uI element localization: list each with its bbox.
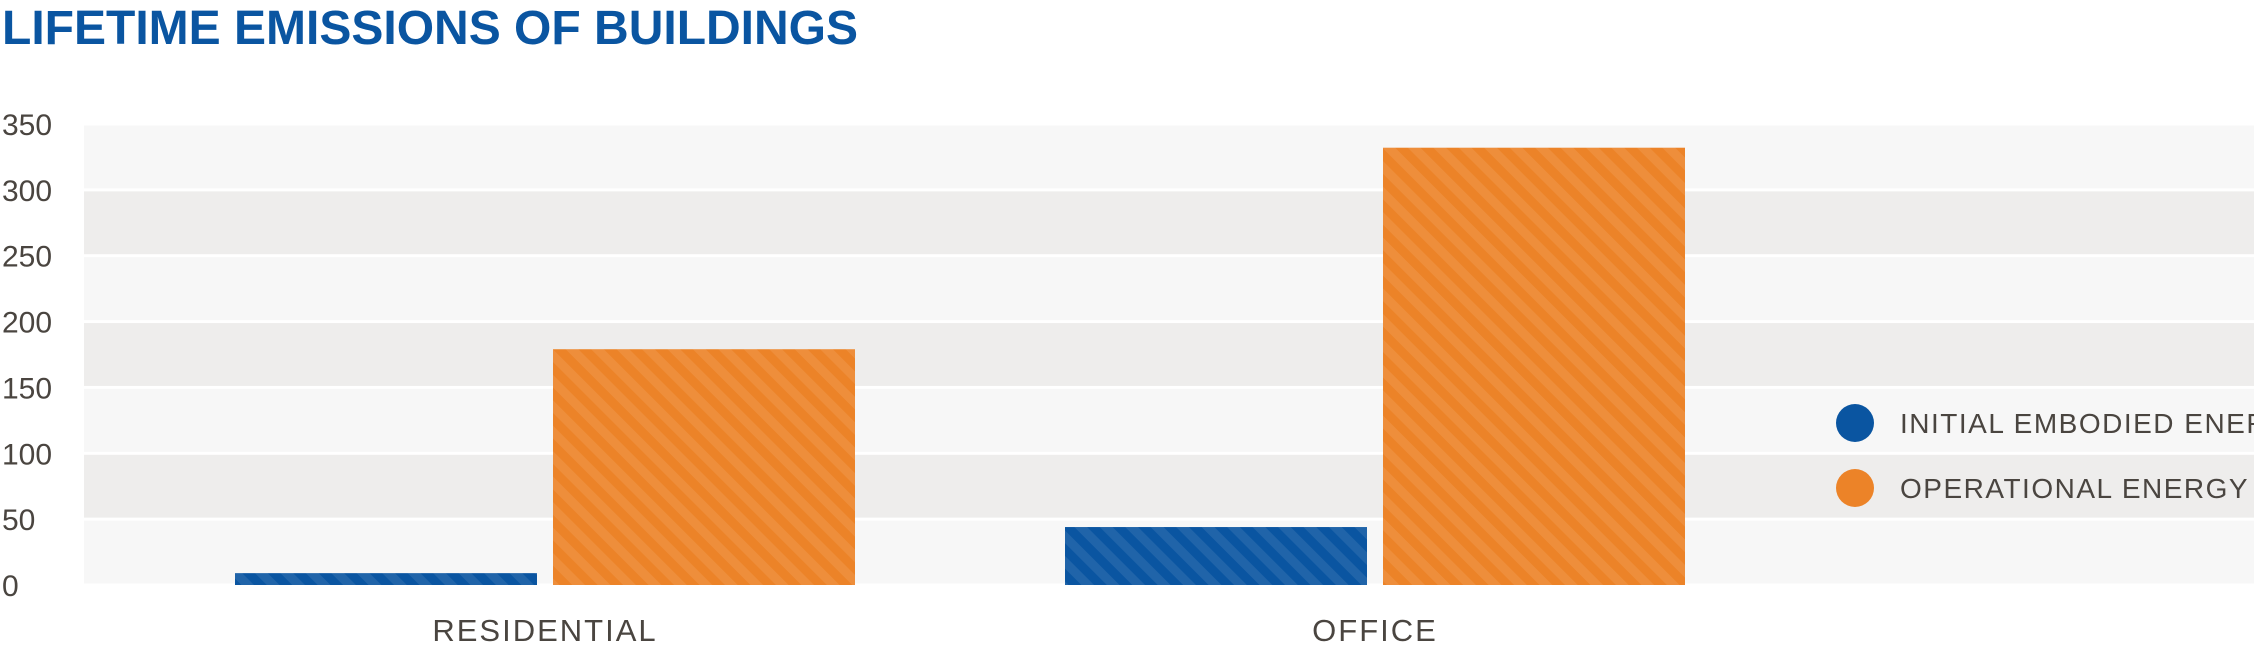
y-axis: 0 50 100 150 200 250 300 350 (2, 109, 52, 603)
y-tick-label: 250 (2, 241, 52, 274)
legend: INITIAL EMBODIED ENERGY OPERATIONAL ENERG… (1836, 404, 2254, 507)
x-category-label: RESIDENTIAL (432, 613, 657, 648)
bars (235, 147, 1685, 586)
y-tick-label: 300 (2, 175, 52, 208)
grid-band (84, 323, 2254, 386)
grid-band (84, 257, 2254, 321)
y-tick-label: 200 (2, 307, 52, 340)
x-axis: RESIDENTIAL OFFICE (432, 613, 1438, 648)
legend-swatch (1836, 404, 1874, 442)
grid-band (84, 125, 2254, 189)
legend-label: OPERATIONAL ENERGY (1900, 473, 2249, 504)
bar (553, 349, 855, 585)
legend-label: INITIAL EMBODIED ENERGY (1900, 408, 2254, 439)
grid-band (84, 454, 2254, 518)
grid-band (84, 191, 2254, 255)
y-tick-label: 50 (2, 504, 35, 537)
grid-band (84, 388, 2254, 452)
chart-title: LIFETIME EMISSIONS OF BUILDINGS (2, 2, 858, 55)
x-category-label: OFFICE (1312, 613, 1438, 648)
legend-item: OPERATIONAL ENERGY (1836, 469, 2249, 507)
bar (1065, 527, 1367, 585)
y-tick-label: 0 (2, 570, 19, 603)
y-tick-label: 150 (2, 372, 52, 405)
y-tick-label: 350 (2, 109, 52, 142)
legend-swatch (1836, 469, 1874, 507)
y-tick-label: 100 (2, 438, 52, 471)
grid-bands (84, 125, 2254, 584)
legend-item: INITIAL EMBODIED ENERGY (1836, 404, 2254, 442)
bar (1383, 147, 1685, 586)
bar (235, 573, 537, 585)
